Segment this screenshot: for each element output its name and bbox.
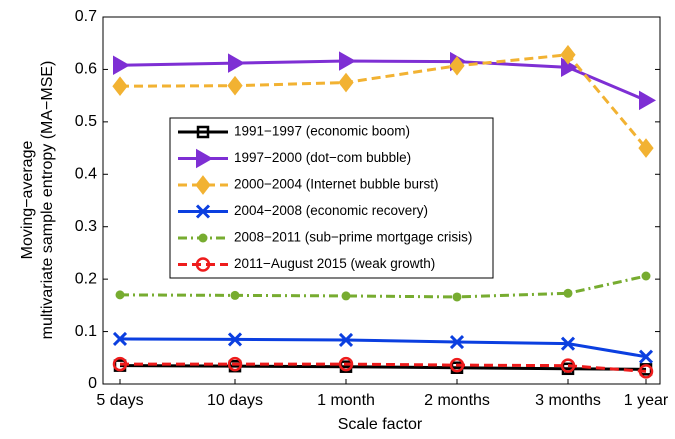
marker bbox=[339, 51, 357, 71]
marker bbox=[112, 356, 128, 372]
series-line bbox=[119, 274, 647, 299]
marker bbox=[338, 332, 354, 348]
y-axis-label: multivariate sample entropy (MA−MSE) bbox=[39, 61, 56, 340]
x-tick-label: 5 days bbox=[96, 392, 143, 409]
marker bbox=[113, 55, 131, 75]
legend-marker bbox=[196, 148, 214, 169]
legend-label: 2008−2011 (sub−prime mortgage crisis) bbox=[234, 230, 472, 245]
x-tick-label: 10 days bbox=[207, 392, 263, 409]
legend-marker bbox=[196, 125, 210, 139]
marker bbox=[639, 90, 657, 111]
marker bbox=[638, 349, 654, 364]
legend: 1991−1997 (economic boom) 1997−2000 (dot−… bbox=[169, 117, 494, 279]
series-line bbox=[120, 362, 647, 373]
marker bbox=[560, 358, 576, 373]
series-line bbox=[119, 53, 648, 150]
marker bbox=[341, 291, 351, 301]
legend-label: 2011−August 2015 (weak growth) bbox=[234, 256, 435, 271]
marker bbox=[638, 138, 654, 158]
marker bbox=[560, 336, 576, 351]
legend-label: 2000−2004 (Internet bubble burst) bbox=[234, 177, 439, 192]
legend-marker bbox=[195, 257, 211, 272]
x-tick-label: 3 months bbox=[535, 392, 601, 409]
marker bbox=[227, 356, 243, 372]
series-line bbox=[119, 364, 647, 371]
legend-label: 1997−2000 (dot−com bubble) bbox=[234, 150, 411, 165]
x-axis-label: Scale factor bbox=[338, 416, 423, 433]
y-tick-label: 0.6 bbox=[75, 61, 97, 78]
x-tick-label: 1 month bbox=[317, 392, 375, 409]
marker bbox=[112, 76, 128, 97]
legend-label: 1991−1997 (economic boom) bbox=[234, 124, 410, 139]
y-tick-label: 0.5 bbox=[75, 113, 97, 130]
legend-marker bbox=[195, 204, 211, 219]
marker bbox=[561, 57, 579, 78]
y-tick-label: 0.7 bbox=[75, 8, 97, 25]
y-tick-label: 0.2 bbox=[75, 270, 97, 287]
marker bbox=[338, 72, 354, 93]
marker bbox=[449, 55, 465, 76]
series-line bbox=[119, 59, 647, 102]
x-tick-label: 1 year bbox=[624, 392, 669, 409]
legend-marker bbox=[198, 233, 208, 243]
y-tick-label: 0 bbox=[88, 375, 97, 392]
marker bbox=[338, 356, 354, 372]
y-tick-label: 0.1 bbox=[75, 323, 97, 340]
x-tick-label: 2 months bbox=[424, 392, 490, 409]
marker bbox=[230, 290, 240, 300]
marker bbox=[449, 357, 465, 373]
marker bbox=[227, 332, 243, 347]
legend-label: 2004−2008 (economic recovery) bbox=[234, 203, 428, 218]
marker bbox=[452, 292, 462, 302]
marker bbox=[560, 44, 576, 65]
marker bbox=[227, 75, 243, 96]
legend-box bbox=[169, 117, 494, 279]
series-line bbox=[119, 337, 647, 359]
marker bbox=[641, 271, 651, 281]
y-tick-label: 0.4 bbox=[75, 166, 97, 183]
marker bbox=[638, 364, 654, 379]
y-axis-label: Moving−average bbox=[19, 141, 36, 260]
marker bbox=[112, 331, 128, 346]
marker bbox=[228, 53, 246, 73]
y-tick-label: 0.3 bbox=[75, 218, 97, 235]
marker bbox=[115, 290, 125, 300]
marker bbox=[563, 288, 573, 298]
legend-marker bbox=[195, 175, 211, 195]
marker bbox=[449, 334, 465, 350]
